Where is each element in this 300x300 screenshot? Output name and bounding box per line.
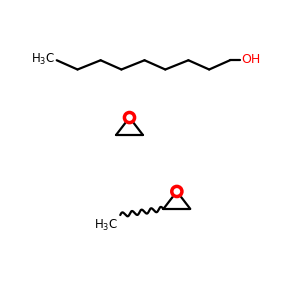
Circle shape <box>124 112 135 123</box>
Text: $\mathsf{H_3C}$: $\mathsf{H_3C}$ <box>32 52 56 67</box>
Circle shape <box>171 186 183 197</box>
Text: $\mathsf{H_3C}$: $\mathsf{H_3C}$ <box>94 218 118 233</box>
Text: OH: OH <box>241 53 260 66</box>
